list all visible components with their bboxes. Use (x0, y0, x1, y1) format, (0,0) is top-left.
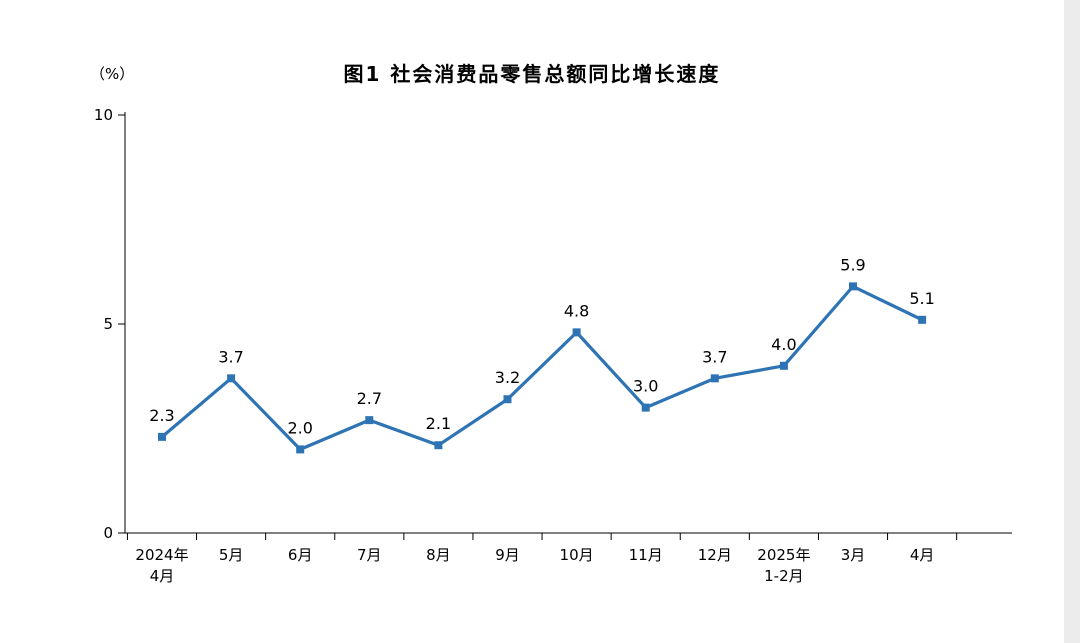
value-label: 2.0 (287, 418, 312, 437)
x-axis-label: 12月 (698, 546, 732, 564)
data-point-marker (434, 441, 443, 450)
x-axis-label: 7月 (357, 546, 382, 564)
x-axis-label: 2024年 (135, 546, 188, 564)
data-point-marker (572, 328, 581, 337)
value-label: 3.0 (633, 377, 658, 396)
data-point-marker (918, 315, 927, 324)
value-label: 3.2 (495, 368, 520, 387)
value-label: 4.8 (564, 301, 589, 320)
x-axis-label: 10月 (560, 546, 594, 564)
value-label: 3.7 (218, 347, 243, 366)
y-tick-label: 10 (94, 106, 113, 124)
x-axis-label: 4月 (910, 546, 935, 564)
data-point-marker (710, 374, 719, 383)
value-label: 5.1 (909, 289, 934, 308)
x-axis-label: 5月 (219, 546, 244, 564)
value-label: 3.7 (702, 347, 727, 366)
page-edge (1064, 0, 1080, 643)
x-axis-label: 4月 (150, 567, 175, 585)
y-axis-unit-label: （%） (90, 65, 135, 83)
x-axis-label: 6月 (288, 546, 313, 564)
x-axis-label: 1-2月 (764, 567, 804, 585)
x-axis-label: 9月 (495, 546, 520, 564)
value-label: 4.0 (771, 335, 796, 354)
value-label: 2.3 (149, 406, 174, 425)
value-label: 2.7 (357, 389, 382, 408)
data-point-marker (779, 361, 788, 370)
y-tick-label: 5 (103, 315, 113, 333)
x-axis-label: 2025年 (757, 546, 810, 564)
data-point-marker (365, 416, 374, 425)
data-point-marker (503, 395, 512, 404)
chart-title: 图1 社会消费品零售总额同比增长速度 (343, 62, 721, 86)
value-label: 5.9 (840, 255, 865, 274)
data-point-marker (641, 403, 650, 412)
x-axis-label: 8月 (426, 546, 451, 564)
chart-line (160, 284, 923, 451)
data-point-marker (849, 282, 857, 291)
y-tick-label: 0 (103, 524, 113, 542)
x-axis-label: 11月 (629, 546, 663, 564)
x-axis-label: 3月 (841, 546, 866, 564)
data-point-marker (158, 432, 166, 441)
value-label: 2.1 (426, 414, 451, 433)
data-point-marker (296, 445, 305, 454)
data-point-marker (227, 374, 236, 383)
